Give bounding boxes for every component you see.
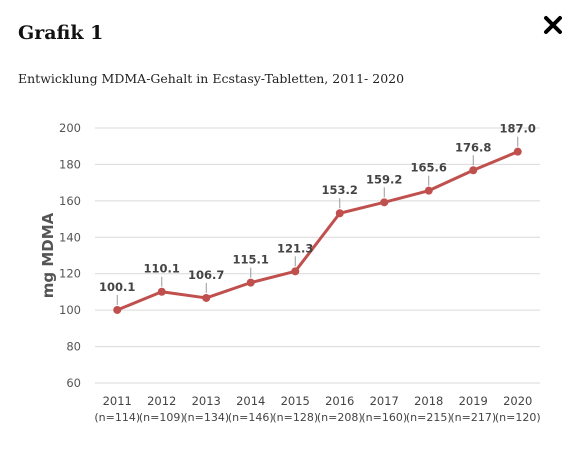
x-tick-label: 2013 [192,394,221,408]
data-label: 106.7 [188,268,224,282]
data-label: 165.6 [411,161,447,175]
y-tick-label: 200 [59,121,81,135]
x-tick-label: 2020 [503,394,532,408]
y-tick-label: 160 [59,194,81,208]
x-tick-sublabel: (n=208) [317,411,363,424]
chart-subtitle: Entwicklung MDMA-Gehalt in Ecstasy-Table… [18,71,405,86]
y-tick-label: 100 [59,303,81,317]
data-label: 159.2 [366,172,402,186]
data-label: 110.1 [144,262,180,276]
x-tick-sublabel: (n=109) [139,411,185,424]
x-tick-sublabel: (n=128) [272,411,318,424]
data-point [513,147,522,156]
y-tick-label: 60 [66,376,81,390]
x-tick-label: 2018 [414,394,443,408]
x-tick-label: 2012 [147,394,176,408]
x-tick-sublabel: (n=217) [450,411,496,424]
data-label: 115.1 [233,253,269,267]
data-point [291,267,300,276]
y-tick-label: 120 [59,267,81,281]
x-tick-label: 2016 [325,394,354,408]
x-tick-sublabel: (n=146) [228,411,274,424]
data-point [113,305,122,314]
x-tick-label: 2011 [103,394,132,408]
data-label: 176.8 [455,140,491,154]
x-tick-label: 2015 [281,394,310,408]
data-point [335,209,344,218]
data-point [469,166,478,175]
y-tick-label: 140 [59,230,81,244]
x-tick-sublabel: (n=215) [406,411,452,424]
x-tick-sublabel: (n=160) [361,411,407,424]
x-tick-sublabel: (n=134) [183,411,229,424]
y-axis-title: mg MDMA [39,212,57,298]
modal-title: Grafik 1 [18,22,104,44]
data-label: 121.3 [277,241,313,255]
y-tick-label: 80 [66,340,81,354]
close-icon [544,16,562,34]
x-tick-label: 2019 [459,394,488,408]
data-label: 153.2 [322,183,358,197]
x-tick-label: 2014 [236,394,265,408]
data-point [424,186,433,195]
data-point [246,278,255,287]
data-point [202,293,211,302]
data-point [380,198,389,207]
series-line [116,150,519,312]
data-point [157,287,166,296]
y-tick-label: 180 [59,157,81,171]
x-tick-sublabel: (n=120) [495,411,541,424]
close-button[interactable] [540,12,566,38]
x-tick-sublabel: (n=114) [94,411,140,424]
data-label: 187.0 [500,122,536,136]
data-label: 100.1 [99,280,135,294]
x-tick-label: 2017 [370,394,399,408]
